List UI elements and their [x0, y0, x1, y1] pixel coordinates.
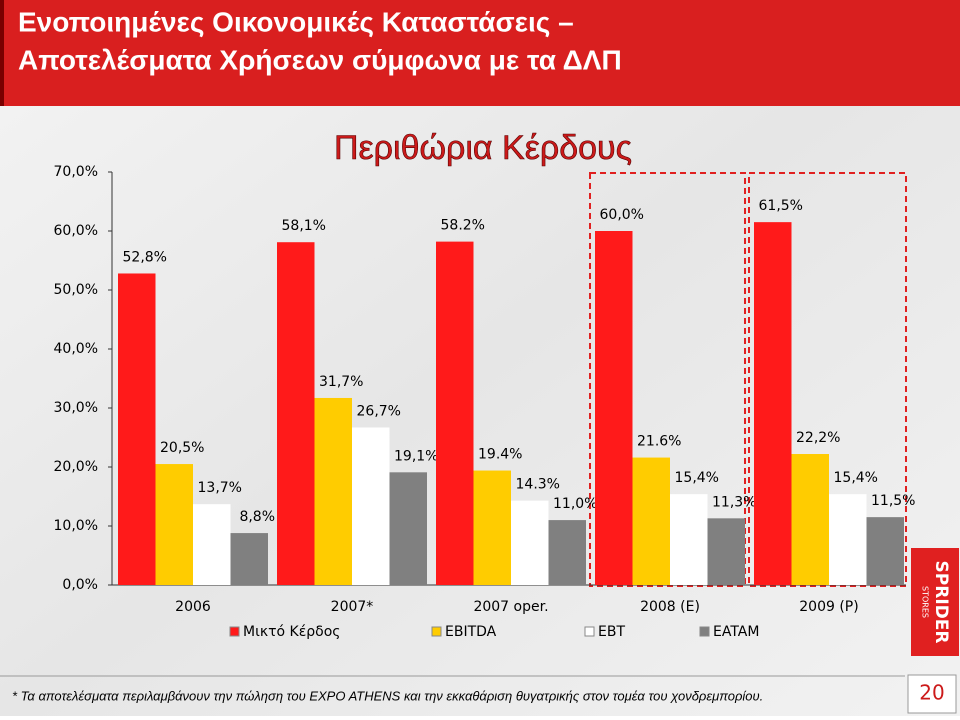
data-label: 11,3% — [712, 494, 756, 510]
data-label: 60,0% — [600, 207, 644, 223]
legend-swatch — [584, 626, 595, 637]
bar — [595, 231, 633, 585]
data-label: 15,4% — [675, 470, 719, 486]
logo-box — [911, 548, 959, 656]
bar — [473, 470, 511, 585]
page-box — [907, 674, 957, 714]
header-title: Αποτελέσματα Χρήσεων σύμφωνα με τα ΔΛΠ — [18, 44, 622, 75]
bar — [670, 494, 708, 585]
data-label: 21.6% — [637, 434, 681, 450]
y-tick-label: 50,0% — [54, 282, 98, 298]
data-label: 61,5% — [759, 198, 803, 214]
legend-label: EBITDA — [445, 624, 497, 640]
bar — [389, 472, 427, 585]
data-label: 15,4% — [834, 470, 878, 486]
plot: 0,0% 10,0% 20,0% 30,0% 40,0% 50,0% 60,0% 70,0% 2… — [54, 164, 916, 640]
y-tick-label: 70,0% — [54, 164, 98, 180]
bar — [352, 427, 390, 585]
bar — [118, 273, 156, 585]
data-label: 14.3% — [516, 477, 560, 493]
y-tick-label: 30,0% — [54, 400, 98, 416]
bar — [277, 242, 315, 585]
y-tick-label: 10,0% — [54, 518, 98, 534]
x-tick-label: 2008 (E) — [640, 599, 700, 615]
y-tick-label: 0,0% — [62, 577, 98, 593]
legend-label: Μικτό Κέρδος — [243, 624, 341, 640]
x-tick-label: 2006 — [175, 599, 211, 615]
data-label: 8,8% — [239, 509, 275, 525]
legend-swatch — [229, 626, 240, 637]
data-label: 52,8% — [123, 249, 167, 265]
bar — [754, 222, 792, 585]
data-label: 13,7% — [198, 480, 242, 496]
logo-subtext: STORES — [921, 586, 930, 618]
data-label: 19.4% — [478, 447, 522, 463]
logo-text: SPRIDER — [931, 561, 951, 644]
x-tick-label: 2009 (P) — [799, 599, 858, 615]
x-tick-label: 2007 oper. — [473, 599, 548, 615]
chart-title: Περιθώρια Κέρδους — [334, 129, 632, 167]
bar — [829, 494, 867, 585]
data-label: 22,2% — [796, 430, 840, 446]
header-edge — [0, 0, 4, 106]
data-label: 11,5% — [871, 493, 915, 509]
legend-swatch — [699, 626, 710, 637]
y-tick-label: 20,0% — [54, 459, 98, 475]
bar — [230, 533, 268, 585]
legend-swatch — [431, 626, 442, 637]
y-tick-label: 60,0% — [54, 223, 98, 239]
footnote: * Τα αποτελέσματα περιλαμβάνουν την πώλη… — [12, 688, 763, 703]
bar — [791, 454, 829, 585]
y-tick-label: 40,0% — [54, 341, 98, 357]
legend-label: EATAM — [713, 624, 759, 640]
bar — [155, 464, 193, 585]
data-label: 31,7% — [319, 374, 363, 390]
page-number: 20 — [919, 681, 944, 705]
header-title: Ενοποιημένες Οικονομικές Καταστάσεις – — [18, 6, 574, 37]
data-label: 19,1% — [394, 448, 438, 464]
bar — [511, 500, 549, 585]
legend-label: EBT — [598, 624, 625, 640]
header-band — [0, 0, 960, 106]
bar — [314, 397, 352, 585]
data-label: 58,1% — [282, 218, 326, 234]
data-label: 58.2% — [441, 218, 485, 234]
forecast-box — [589, 172, 746, 587]
bar — [632, 457, 670, 585]
data-label: 20,5% — [160, 440, 204, 456]
data-label: 11,0% — [553, 496, 597, 512]
bar — [707, 518, 745, 585]
bar — [193, 504, 231, 585]
x-tick-label: 2007* — [331, 599, 374, 615]
bar — [436, 241, 474, 585]
forecast-box — [748, 172, 907, 587]
bar — [866, 517, 904, 585]
data-label: 26,7% — [357, 403, 401, 419]
bar — [548, 520, 586, 585]
